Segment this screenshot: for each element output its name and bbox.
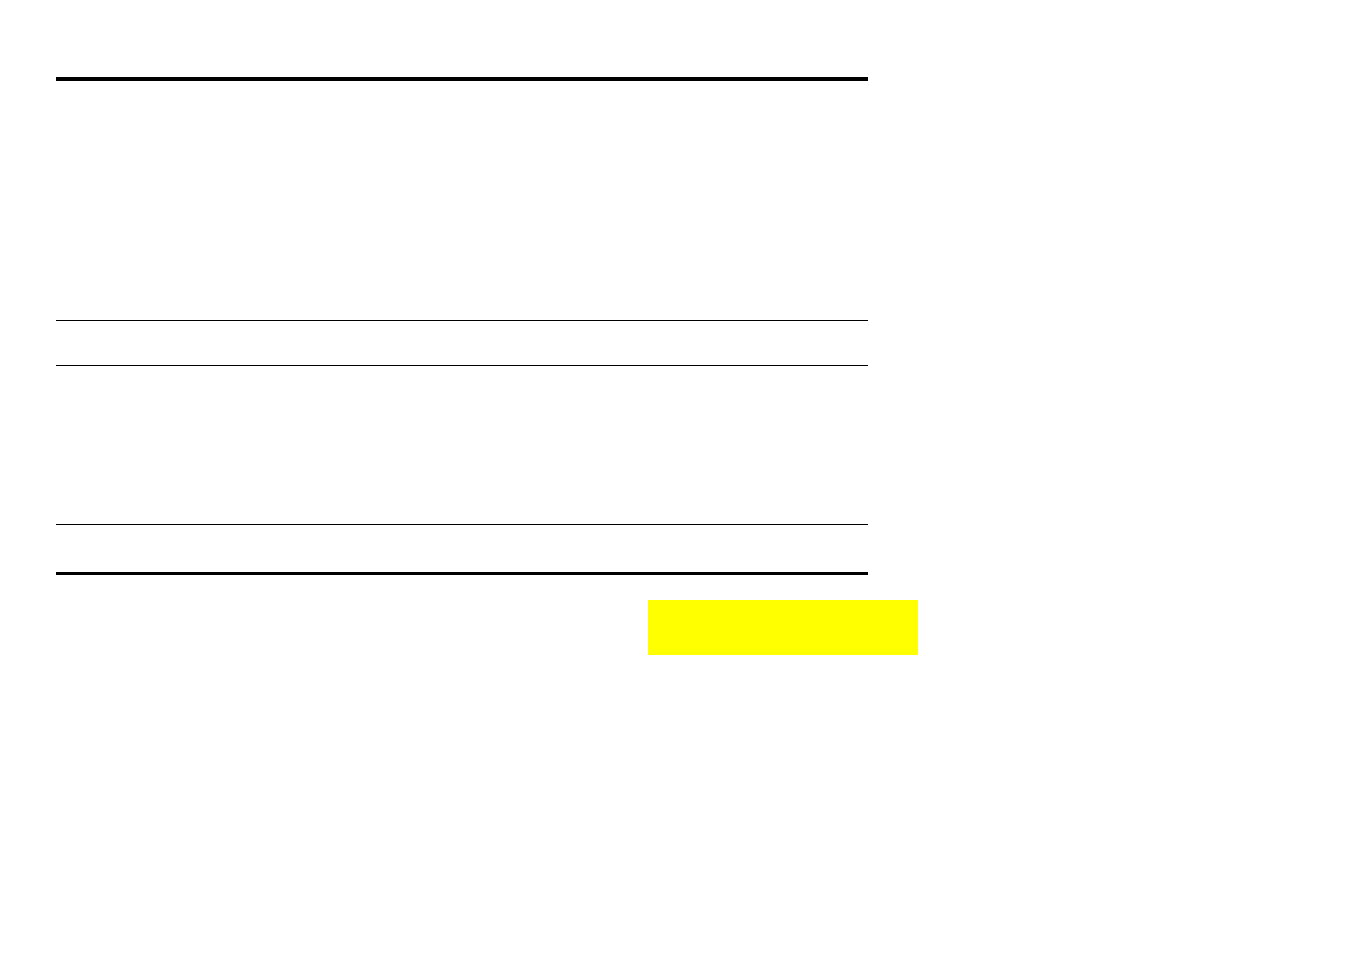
horizontal-rule-3 bbox=[56, 365, 868, 366]
yellow-highlight-box bbox=[648, 600, 918, 655]
horizontal-rule-4 bbox=[56, 524, 868, 525]
horizontal-rule-2 bbox=[56, 320, 868, 321]
horizontal-rule-top bbox=[56, 77, 868, 81]
horizontal-rule-bottom bbox=[56, 572, 868, 575]
